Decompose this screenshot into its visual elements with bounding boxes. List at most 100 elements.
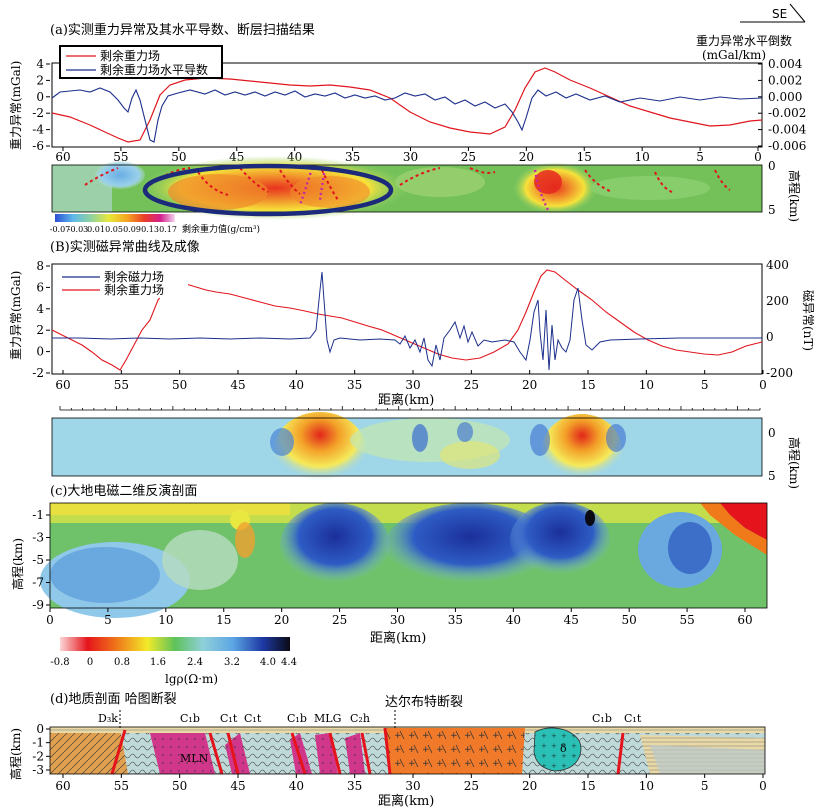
panel-b-x-tick: 20 <box>522 378 537 392</box>
panel-c-y-tick: -7 <box>32 576 44 590</box>
panel-a-x-tick: 15 <box>577 150 592 164</box>
panel-c-x-tick: 0 <box>46 613 54 627</box>
panel-a-x-tick: 5 <box>696 150 704 164</box>
colorbar-c-tick: 4.0 <box>260 657 276 668</box>
colorbar-a-tick: -0.03 <box>68 225 89 234</box>
colorbar-c-tick: -0.8 <box>50 657 69 668</box>
panel-a-x-tick: 20 <box>519 150 534 164</box>
panel-d-x-ticks: 60 55 50 45 40 35 30 25 20 15 10 5 0 <box>55 774 767 793</box>
panel-d-x-tick: 35 <box>347 779 362 793</box>
panel-c-section <box>40 502 768 618</box>
gravity-curve-a <box>51 67 763 143</box>
panel-c-x-tick: 20 <box>274 613 289 627</box>
panel-b-ylabel-left: 重力异常(mGal) <box>9 271 23 360</box>
colorbar-c: -0.8 0 0.8 1.6 2.4 3.2 4.0 4.4 lgρ(Ω·m) <box>50 637 297 686</box>
compass-label: SE <box>772 7 787 21</box>
panel-d-title: (d)地质剖面 哈图断裂 <box>50 692 177 707</box>
panel-b-left-ticks: 8 6 4 2 0 -2 <box>32 259 50 380</box>
panel-b-x-tick: 35 <box>347 378 362 392</box>
panel-a-left-tick: -6 <box>32 139 44 153</box>
panel-b-x-tick: 15 <box>580 378 595 392</box>
strata-c1t-1: C₁t <box>220 712 238 725</box>
panel-c-x-tick: 55 <box>679 613 694 627</box>
panel-c-x-tick: 30 <box>390 613 405 627</box>
panel-a-right-tick: 0.000 <box>768 90 802 104</box>
panel-b-x-tick: 5 <box>701 378 709 392</box>
derivative-curve-a <box>51 87 763 143</box>
panel-b-left-tick: 4 <box>36 302 44 316</box>
panel-a-x-tick: 60 <box>55 150 70 164</box>
panel-a-x-tick: 30 <box>403 150 418 164</box>
panel-c-x-tick: 5 <box>104 613 112 627</box>
panel-a-right-tick: 0.004 <box>768 57 803 71</box>
strata-c1b-2: C₁b <box>287 712 307 725</box>
panel-d-ylabel: 高程(km) <box>8 728 23 780</box>
panel-b-section <box>51 406 763 488</box>
panel-d-x-tick: 30 <box>405 779 420 793</box>
strata-c1t-2: C₁t <box>244 712 262 725</box>
colorbar-a-tick: 0.17 <box>159 225 177 234</box>
panel-b-right-tick: 400 <box>766 258 789 272</box>
panel-a-section <box>51 156 763 220</box>
panel-b-plot-frame <box>51 263 763 375</box>
panel-c-x-tick: 60 <box>737 613 752 627</box>
panel-b-x-tick: 60 <box>55 378 70 392</box>
panel-a-left-ticks: 4 2 0 -2 -4 -6 <box>32 57 50 153</box>
panel-a-right-tick: -0.004 <box>768 123 807 137</box>
panel-b-right-tick: 0 <box>766 330 774 344</box>
panel-b-legend: 剩余磁力场 剩余重力场 <box>58 268 188 298</box>
panel-a-left-tick: 4 <box>36 57 44 71</box>
panel-d-x-tick: 40 <box>289 779 304 793</box>
colorbar-c-tick: 2.4 <box>187 657 203 668</box>
panel-d-x-tick: 50 <box>172 779 187 793</box>
colorbar-a: -0.07-0.030.01 0.05 0.09 0.13 0.17 剩余重力值(g/c… <box>50 214 260 235</box>
panel-a-right-tick: 0.002 <box>768 73 802 87</box>
panel-d-x-tick: 60 <box>55 779 70 793</box>
panel-d-x-tick: 10 <box>639 779 654 793</box>
panel-a-x-tick: 10 <box>635 150 650 164</box>
panel-d-section <box>49 710 766 775</box>
section-b-tick-5: 5 <box>768 469 776 483</box>
panel-c-x-tick: 45 <box>564 613 579 627</box>
panel-a-legend: 剩余重力场 剩余重力场水平导数 <box>59 45 223 79</box>
colorbar-c-tick: 0 <box>87 657 93 668</box>
panel-d-x-tick: 25 <box>464 779 479 793</box>
panel-d-x-tick: 45 <box>230 779 245 793</box>
panel-a-left-tick: 2 <box>36 73 44 87</box>
panel-b-left-tick: 2 <box>36 323 44 337</box>
panel-a-ylabel-right-2: (mGal/km) <box>702 48 766 62</box>
legend-b-gravity: 剩余重力场 <box>104 282 164 297</box>
section-a-ylabel: 高程(km) <box>787 170 802 222</box>
panel-a-left-tick: 0 <box>36 90 44 104</box>
panel-b-title: (B)实测磁异常曲线及成像 <box>50 240 200 255</box>
panel-d-x-tick: 55 <box>114 779 129 793</box>
panel-c-y-tick: -1 <box>32 508 44 522</box>
panel-a-ylabel-right-1: 重力异常水平倒数 <box>696 33 792 48</box>
panel-b-left-tick: 0 <box>36 345 44 359</box>
panel-d-x-tick: 5 <box>701 779 709 793</box>
rock-mln: MLN <box>180 752 209 765</box>
colorbar-c-tick: 1.6 <box>150 657 166 668</box>
panel-d-y-tick: 0 <box>36 722 44 736</box>
panel-b-x-tick: 40 <box>289 378 304 392</box>
section-b-ylabel: 高程(km) <box>787 437 802 489</box>
strata-d3k: D₃k <box>98 712 118 725</box>
panel-b-right-tick: 200 <box>766 294 789 308</box>
colorbar-a-tick: 0.09 <box>123 225 141 234</box>
strata-c1b-1: C₁b <box>180 712 200 725</box>
panel-d-y-tick: -2 <box>32 749 44 763</box>
panel-c-x-tick: 15 <box>216 613 231 627</box>
panel-c-xlabel: 距离(km) <box>370 630 426 646</box>
section-b-tick-0: 0 <box>768 426 776 440</box>
panel-a-left-tick: -4 <box>32 123 44 137</box>
panel-b-left-tick: 8 <box>36 259 44 273</box>
panel-b: (B)实测磁异常曲线及成像 重力异常(mGal) 磁异常(nT) 86420-2… <box>9 240 816 489</box>
panel-a-x-tick: 25 <box>461 150 476 164</box>
panel-b-right-tick: -200 <box>766 366 793 380</box>
panel-b-x-tick: 50 <box>172 378 187 392</box>
section-a-tick-0: 0 <box>768 159 776 173</box>
rock-delta: δ <box>560 742 567 755</box>
highlight-ellipse <box>142 163 394 217</box>
